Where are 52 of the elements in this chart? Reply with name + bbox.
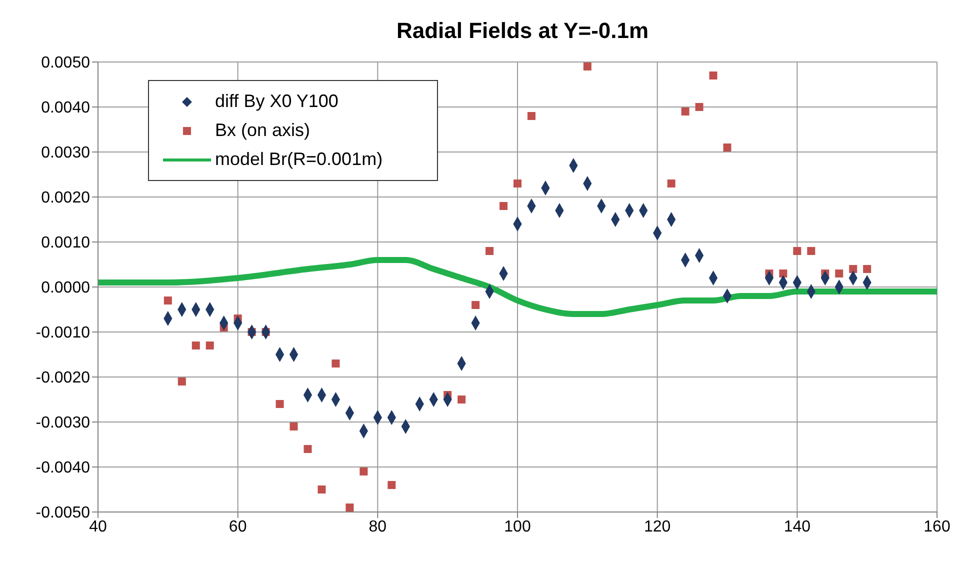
point bbox=[276, 400, 284, 408]
point bbox=[346, 504, 354, 512]
x-tick-label: 120 bbox=[644, 518, 671, 536]
point bbox=[486, 247, 494, 255]
point bbox=[164, 296, 172, 304]
point bbox=[793, 247, 802, 255]
point bbox=[835, 270, 844, 278]
point bbox=[667, 180, 676, 188]
point bbox=[723, 144, 732, 152]
x-tick-label: 40 bbox=[89, 518, 107, 536]
point bbox=[695, 103, 704, 111]
y-tick-label: -0.0020 bbox=[36, 370, 90, 387]
point bbox=[472, 301, 480, 309]
x-tick-label: 140 bbox=[784, 518, 811, 536]
legend-label: model Br(R=0.001m) bbox=[215, 149, 383, 170]
point bbox=[192, 342, 200, 350]
point bbox=[500, 202, 508, 210]
point bbox=[807, 247, 816, 255]
y-tick-label: 0.0030 bbox=[41, 144, 90, 162]
legend-label: diff By X0 Y100 bbox=[215, 91, 338, 112]
point bbox=[360, 468, 368, 476]
point bbox=[206, 342, 214, 350]
point bbox=[779, 270, 788, 278]
y-tick-label: 0.0000 bbox=[41, 280, 90, 297]
y-tick-label: 0.0050 bbox=[41, 54, 90, 72]
point bbox=[709, 72, 718, 80]
point bbox=[514, 180, 522, 188]
x-tick-label: 80 bbox=[368, 518, 387, 536]
point bbox=[318, 486, 326, 494]
y-tick-label: -0.0050 bbox=[36, 504, 90, 522]
y-tick-label: 0.0010 bbox=[41, 234, 90, 252]
point bbox=[290, 422, 298, 430]
point bbox=[388, 481, 396, 489]
y-tick-label: 0.0040 bbox=[41, 100, 90, 117]
point bbox=[304, 445, 312, 453]
point bbox=[849, 265, 858, 273]
point bbox=[178, 378, 186, 386]
x-tick-label: 100 bbox=[504, 518, 531, 536]
x-tick-label: 160 bbox=[924, 518, 950, 536]
point bbox=[458, 396, 466, 404]
point bbox=[332, 360, 340, 368]
point bbox=[527, 112, 536, 120]
chart-title: Radial Fields at Y=-0.1m bbox=[395, 18, 650, 44]
y-tick-label: -0.0030 bbox=[36, 414, 90, 432]
legend-label: Bx (on axis) bbox=[215, 120, 310, 141]
point bbox=[681, 108, 690, 116]
y-tick-label: 0.0020 bbox=[41, 190, 90, 207]
y-tick-label: -0.0010 bbox=[36, 324, 90, 342]
x-tick-label: 60 bbox=[228, 518, 247, 536]
y-tick-label: -0.0040 bbox=[36, 460, 90, 477]
point bbox=[583, 62, 592, 70]
point bbox=[863, 265, 872, 273]
